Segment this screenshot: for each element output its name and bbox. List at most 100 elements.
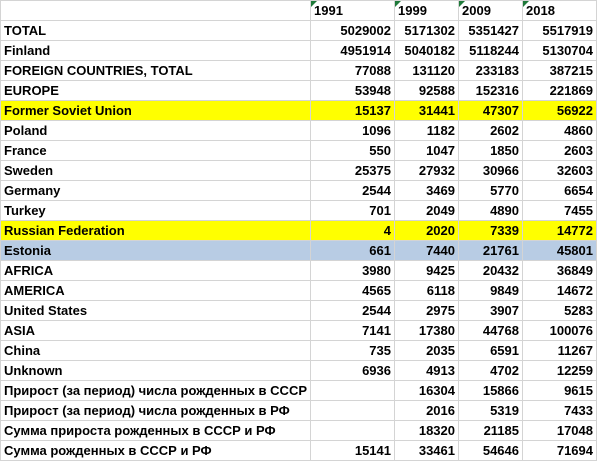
value-cell[interactable]: 2544 xyxy=(310,180,395,201)
value-cell[interactable]: 6654 xyxy=(522,180,597,201)
value-cell[interactable]: 77088 xyxy=(310,60,395,81)
value-cell[interactable]: 4 xyxy=(310,220,395,241)
value-cell[interactable]: 701 xyxy=(310,200,395,221)
row-label-cell[interactable]: Russian Federation xyxy=(0,220,311,241)
row-label-cell[interactable]: AMERICA xyxy=(0,280,311,301)
row-label-cell[interactable]: Finland xyxy=(0,40,311,61)
row-label-cell[interactable]: Прирост (за период) числа рожденных в СС… xyxy=(0,380,311,401)
value-cell[interactable]: 2544 xyxy=(310,300,395,321)
value-cell[interactable]: 15141 xyxy=(310,440,395,461)
value-cell[interactable]: 25375 xyxy=(310,160,395,181)
value-cell[interactable]: 1850 xyxy=(458,140,523,161)
row-label-cell[interactable]: France xyxy=(0,140,311,161)
value-cell[interactable]: 9615 xyxy=(522,380,597,401)
value-cell[interactable]: 387215 xyxy=(522,60,597,81)
value-cell[interactable]: 5283 xyxy=(522,300,597,321)
value-cell[interactable]: 21185 xyxy=(458,420,523,441)
value-cell[interactable]: 15137 xyxy=(310,100,395,121)
value-cell[interactable]: 33461 xyxy=(394,440,459,461)
value-cell[interactable]: 131120 xyxy=(394,60,459,81)
value-cell[interactable]: 221869 xyxy=(522,80,597,101)
value-cell[interactable]: 71694 xyxy=(522,440,597,461)
header-cell-1991[interactable]: 1991 xyxy=(310,0,395,21)
value-cell[interactable] xyxy=(310,400,395,421)
value-cell[interactable]: 5517919 xyxy=(522,20,597,41)
row-label-cell[interactable]: China xyxy=(0,340,311,361)
value-cell[interactable]: 2975 xyxy=(394,300,459,321)
header-cell-1999[interactable]: 1999 xyxy=(394,0,459,21)
value-cell[interactable]: 2603 xyxy=(522,140,597,161)
value-cell[interactable]: 5171302 xyxy=(394,20,459,41)
value-cell[interactable]: 2602 xyxy=(458,120,523,141)
value-cell[interactable]: 12259 xyxy=(522,360,597,381)
value-cell[interactable]: 4890 xyxy=(458,200,523,221)
value-cell[interactable]: 9849 xyxy=(458,280,523,301)
value-cell[interactable]: 550 xyxy=(310,140,395,161)
value-cell[interactable]: 5130704 xyxy=(522,40,597,61)
row-label-cell[interactable]: Poland xyxy=(0,120,311,141)
value-cell[interactable]: 233183 xyxy=(458,60,523,81)
row-label-cell[interactable]: Former Soviet Union xyxy=(0,100,311,121)
value-cell[interactable]: 1096 xyxy=(310,120,395,141)
value-cell[interactable]: 3469 xyxy=(394,180,459,201)
value-cell[interactable]: 14672 xyxy=(522,280,597,301)
value-cell[interactable]: 45801 xyxy=(522,240,597,261)
value-cell[interactable]: 20432 xyxy=(458,260,523,281)
value-cell[interactable]: 4565 xyxy=(310,280,395,301)
value-cell[interactable]: 54646 xyxy=(458,440,523,461)
value-cell[interactable]: 11267 xyxy=(522,340,597,361)
row-label-cell[interactable]: Germany xyxy=(0,180,311,201)
value-cell[interactable]: 3980 xyxy=(310,260,395,281)
value-cell[interactable]: 5351427 xyxy=(458,20,523,41)
value-cell[interactable]: 5118244 xyxy=(458,40,523,61)
header-cell-2018[interactable]: 2018 xyxy=(522,0,597,21)
value-cell[interactable]: 92588 xyxy=(394,80,459,101)
value-cell[interactable]: 44768 xyxy=(458,320,523,341)
row-label-cell[interactable]: Estonia xyxy=(0,240,311,261)
value-cell[interactable]: 7440 xyxy=(394,240,459,261)
value-cell[interactable]: 7455 xyxy=(522,200,597,221)
value-cell[interactable]: 27932 xyxy=(394,160,459,181)
row-label-cell[interactable]: Sweden xyxy=(0,160,311,181)
value-cell[interactable] xyxy=(310,420,395,441)
value-cell[interactable]: 47307 xyxy=(458,100,523,121)
value-cell[interactable]: 16304 xyxy=(394,380,459,401)
row-label-cell[interactable]: Прирост (за период) числа рожденных в РФ xyxy=(0,400,311,421)
value-cell[interactable]: 5040182 xyxy=(394,40,459,61)
value-cell[interactable]: 2035 xyxy=(394,340,459,361)
value-cell[interactable]: 100076 xyxy=(522,320,597,341)
value-cell[interactable]: 30966 xyxy=(458,160,523,181)
value-cell[interactable]: 6936 xyxy=(310,360,395,381)
value-cell[interactable]: 53948 xyxy=(310,80,395,101)
value-cell[interactable]: 36849 xyxy=(522,260,597,281)
value-cell[interactable]: 661 xyxy=(310,240,395,261)
value-cell[interactable]: 15866 xyxy=(458,380,523,401)
value-cell[interactable]: 6591 xyxy=(458,340,523,361)
row-label-cell[interactable]: Turkey xyxy=(0,200,311,221)
value-cell[interactable]: 5770 xyxy=(458,180,523,201)
value-cell[interactable]: 21761 xyxy=(458,240,523,261)
row-label-cell[interactable]: Сумма рожденных в СССР и РФ xyxy=(0,440,311,461)
value-cell[interactable]: 56922 xyxy=(522,100,597,121)
value-cell[interactable]: 1047 xyxy=(394,140,459,161)
row-label-cell[interactable]: EUROPE xyxy=(0,80,311,101)
value-cell[interactable] xyxy=(310,380,395,401)
value-cell[interactable]: 17380 xyxy=(394,320,459,341)
value-cell[interactable]: 17048 xyxy=(522,420,597,441)
value-cell[interactable]: 7141 xyxy=(310,320,395,341)
value-cell[interactable]: 4913 xyxy=(394,360,459,381)
value-cell[interactable]: 152316 xyxy=(458,80,523,101)
value-cell[interactable]: 4702 xyxy=(458,360,523,381)
row-label-cell[interactable]: FOREIGN COUNTRIES, TOTAL xyxy=(0,60,311,81)
value-cell[interactable]: 4860 xyxy=(522,120,597,141)
value-cell[interactable]: 1182 xyxy=(394,120,459,141)
value-cell[interactable]: 18320 xyxy=(394,420,459,441)
value-cell[interactable]: 32603 xyxy=(522,160,597,181)
value-cell[interactable]: 5319 xyxy=(458,400,523,421)
value-cell[interactable]: 9425 xyxy=(394,260,459,281)
value-cell[interactable]: 5029002 xyxy=(310,20,395,41)
value-cell[interactable]: 14772 xyxy=(522,220,597,241)
header-cell-label[interactable] xyxy=(0,0,311,21)
row-label-cell[interactable]: Сумма прироста рожденных в СССР и РФ xyxy=(0,420,311,441)
row-label-cell[interactable]: AFRICA xyxy=(0,260,311,281)
